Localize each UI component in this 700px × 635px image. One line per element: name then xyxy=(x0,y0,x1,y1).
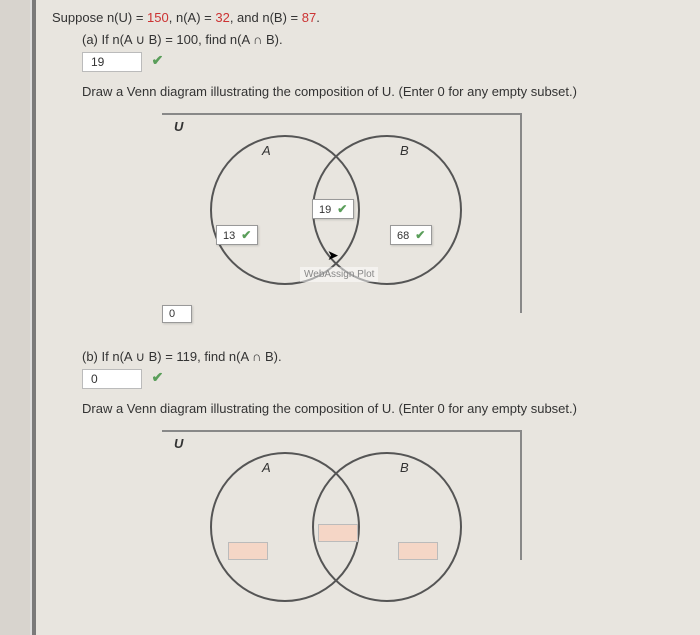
venn-outside-val: 0 xyxy=(169,308,175,320)
part-b-answer-input[interactable]: 0 xyxy=(82,369,142,389)
part-a-question: (a) If n(A ∪ B) = 100, find n(A ∩ B). xyxy=(82,32,680,48)
venn-instruction-a: Draw a Venn diagram illustrating the com… xyxy=(82,84,680,99)
part-b-suffix: , find n(A ∩ B). xyxy=(197,349,282,364)
venn-instruction-b: Draw a Venn diagram illustrating the com… xyxy=(82,401,680,416)
venn-a-only-val: 13 xyxy=(223,230,235,242)
intro-prefix: Suppose xyxy=(52,10,107,25)
venn-diagram-a: U A B 13 ✔ 19 ✔ 68 ✔ 0 WebAssign Plot ➤ xyxy=(152,107,532,337)
part-a-answer-input[interactable]: 19 xyxy=(82,52,142,72)
webassign-watermark: WebAssign Plot xyxy=(300,267,378,282)
part-b-given: 119 xyxy=(176,349,197,364)
venn-diagram-b: U A B xyxy=(152,424,532,564)
nA-label: , n(A) = xyxy=(169,10,216,25)
u-label-b: U xyxy=(174,436,183,451)
part-a-given: 100 xyxy=(176,32,198,47)
check-icon: ✔ xyxy=(152,52,164,68)
venn-intersect-input[interactable]: 19 ✔ xyxy=(312,199,354,219)
left-accent-bar xyxy=(32,0,36,635)
venn-b-only-val: 68 xyxy=(397,230,409,242)
check-icon: ✔ xyxy=(152,369,164,385)
nU-label: n(U) = xyxy=(107,10,147,25)
venn-b-only-input[interactable]: 68 ✔ xyxy=(390,225,432,245)
part-b-answer-row: 0 ✔ xyxy=(82,369,680,389)
cursor-icon: ➤ xyxy=(327,247,339,264)
nB-label: , and n(B) = xyxy=(230,10,302,25)
part-b-label: (b) If n(A ∪ B) = xyxy=(82,349,176,364)
intro-suffix: . xyxy=(316,10,320,25)
problem-intro: Suppose n(U) = 150, n(A) = 32, and n(B) … xyxy=(52,8,680,28)
venn-a-only-input[interactable]: 13 ✔ xyxy=(216,225,258,245)
venn-b-only-b-input[interactable] xyxy=(398,542,438,560)
venn-outside-input[interactable]: 0 xyxy=(162,305,192,323)
check-icon: ✔ xyxy=(337,202,347,216)
check-icon: ✔ xyxy=(241,228,251,242)
nB-value: 87 xyxy=(302,10,316,25)
label-b-b: B xyxy=(400,460,409,475)
label-a: A xyxy=(262,143,271,158)
check-icon: ✔ xyxy=(415,228,425,242)
nA-value: 32 xyxy=(215,10,229,25)
problem-page: Suppose n(U) = 150, n(A) = 32, and n(B) … xyxy=(30,0,700,635)
part-a-suffix: , find n(A ∩ B). xyxy=(198,32,283,47)
label-b: B xyxy=(400,143,409,158)
venn-intersect-val: 19 xyxy=(319,204,331,216)
u-label-a: U xyxy=(174,119,183,134)
part-a-label: (a) If n(A ∪ B) = xyxy=(82,32,176,47)
venn-b-intersect-input[interactable] xyxy=(318,524,358,542)
part-b-question: (b) If n(A ∪ B) = 119, find n(A ∩ B). xyxy=(82,349,680,365)
label-a-b: A xyxy=(262,460,271,475)
part-a-answer-row: 19 ✔ xyxy=(82,52,680,72)
venn-b-only-a-input[interactable] xyxy=(228,542,268,560)
nU-value: 150 xyxy=(147,10,169,25)
